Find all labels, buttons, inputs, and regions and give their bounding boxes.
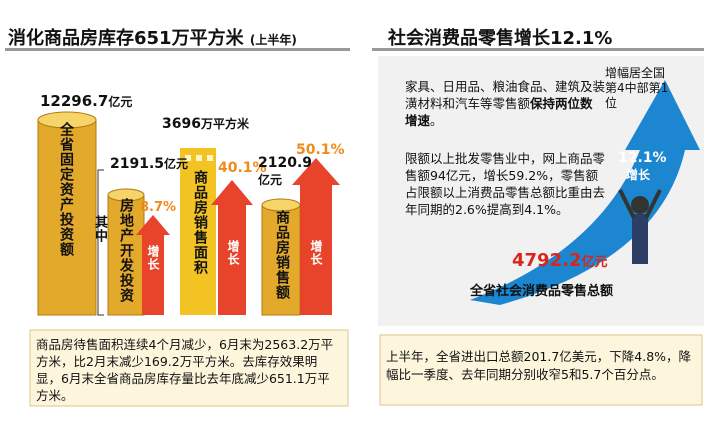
growth-label: 增长	[226, 240, 240, 266]
rank: 增幅居全国第4中部第1位	[605, 66, 669, 110]
item-label: 商品房销售额	[274, 210, 290, 300]
paragraph: 家具、日用品、粮油食品、建筑及装潢材料和汽车等零售额保持两位数增速。	[405, 79, 606, 128]
item-label: 房地产开发投资	[118, 198, 134, 303]
growth: 50.1%	[296, 142, 345, 158]
right-footnote: 上半年，全省进出口总额201.7亿美元，下降4.8%，降幅比一季度、去年同期分别…	[386, 349, 692, 382]
value: 2120.9亿元	[258, 155, 313, 187]
total-value: 4792.2亿元	[512, 250, 608, 271]
growth: 40.1%	[218, 160, 267, 176]
paragraph: 限额以上批发零售业中，网上商品零售额94亿元，增长59.2%，零售额占限额以上消…	[405, 151, 606, 217]
left-footnote: 商品房待售面积连续4个月减少，6月末为2563.2万平方米，比2月末减少169.…	[36, 337, 334, 403]
growth-label: 增长	[146, 245, 160, 271]
value: 12296.7亿元	[40, 92, 133, 110]
value: 2191.5亿元	[110, 156, 189, 172]
growth: 8.7%	[140, 200, 177, 215]
left-title: 消化商品房库存651万平方米 (上半年)	[8, 28, 297, 49]
item-label: 商品房销售面积	[192, 170, 208, 275]
right-title: 社会消费品零售增长12.1%	[388, 28, 613, 49]
arrow-text: 12.1% 增长	[618, 150, 667, 182]
bracket-label: 其中	[92, 215, 107, 243]
total-label: 全省社会消费品零售总额	[470, 284, 614, 299]
value: 3696万平方米	[162, 116, 249, 132]
item-label: 全省固定资产投资额	[58, 122, 74, 257]
growth-label: 增长	[309, 240, 323, 266]
